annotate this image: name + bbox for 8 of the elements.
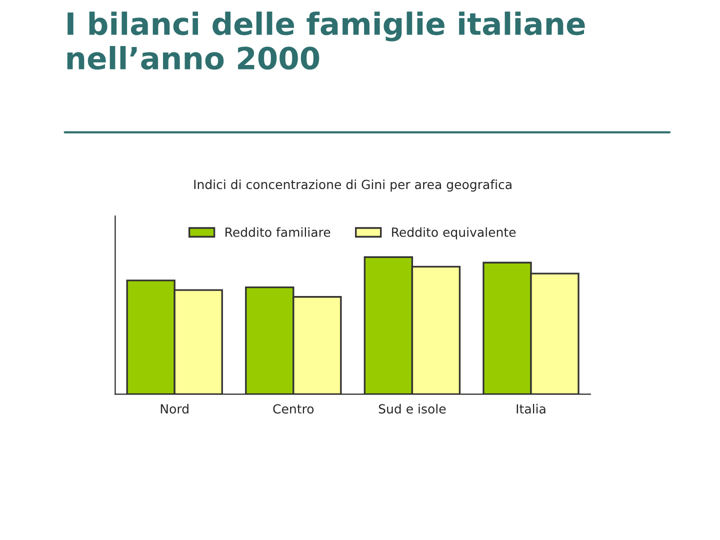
- chart-subtitle: Indici di concentrazione di Gini per area geografica: [194, 180, 512, 192]
- x-tick-label: Centro: [273, 404, 314, 414]
- legend-label: Reddito familiare: [226, 227, 330, 237]
- x-tick-label: Nord: [160, 404, 188, 414]
- chart-title: I bilanci delle famiglie italiane nell’anno 2000: [67, 12, 585, 70]
- x-tick-label: Sud e isole: [378, 404, 446, 414]
- x-tick-label: Italia: [516, 404, 546, 414]
- legend-label: Reddito equivalente: [392, 227, 516, 240]
